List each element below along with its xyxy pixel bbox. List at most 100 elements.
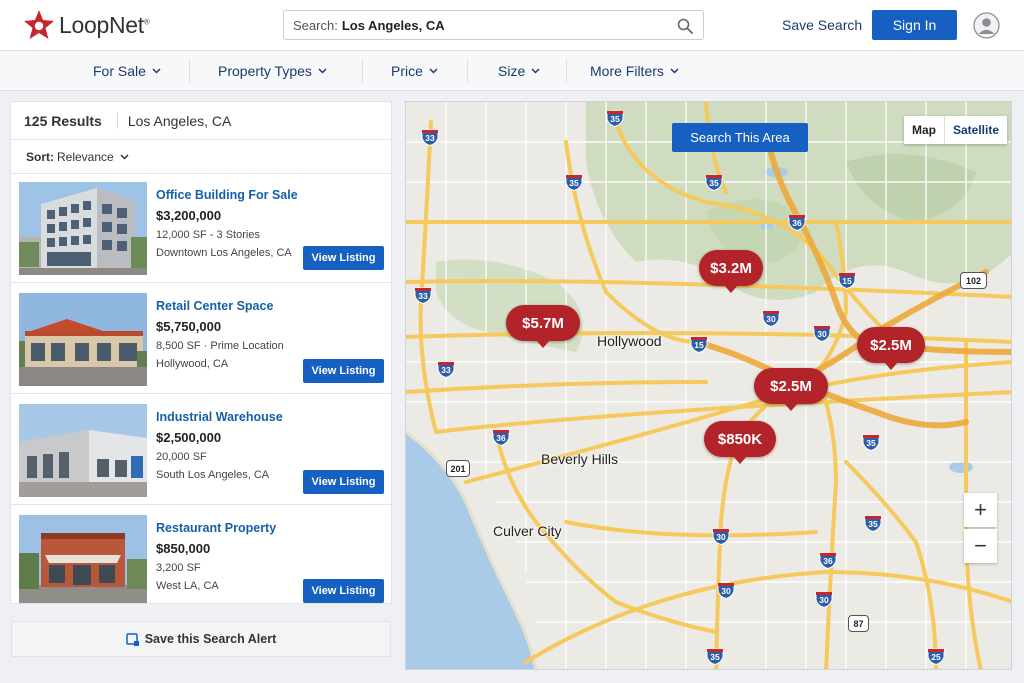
results-panel: 125 Results Los Angeles, CA Sort: Releva… [10, 101, 392, 604]
listing-title[interactable]: Office Building For Sale [156, 188, 298, 202]
search-icon[interactable] [677, 18, 693, 34]
highway-shield-icon [421, 129, 439, 146]
price-pin[interactable]: $3.2M [699, 250, 763, 293]
listing-title[interactable]: Restaurant Property [156, 521, 277, 535]
divider [566, 59, 567, 83]
listing-location: Downtown Los Angeles, CA [156, 247, 292, 259]
state-route-shield: 87 [848, 615, 869, 632]
map-type-map[interactable]: Map [904, 116, 945, 144]
sign-in-button[interactable]: Sign In [872, 10, 957, 40]
map-type-satellite[interactable]: Satellite [953, 123, 1000, 137]
results-summary: 125 Results Los Angeles, CA [11, 102, 391, 140]
user-avatar-icon[interactable] [973, 12, 1000, 39]
search-this-area-button[interactable]: Search This Area [672, 123, 808, 152]
retail-center-photo [19, 293, 147, 386]
highway-number: 30 [817, 329, 827, 339]
filter-label: For Sale [93, 63, 146, 79]
highway-shield-icon [762, 310, 780, 327]
highway-shield-icon [706, 648, 724, 665]
price-pin[interactable]: $850K [704, 421, 776, 464]
highway-number: 33 [425, 133, 435, 143]
listing-price: $2,500,000 [156, 430, 222, 445]
save-search-link[interactable]: Save Search [782, 17, 863, 33]
listing-price: $5,750,000 [156, 319, 222, 334]
office-building-photo [19, 182, 147, 275]
results-count: 125 Results [24, 112, 102, 129]
sort-value: Relevance [57, 149, 114, 164]
chevron-down-icon [120, 153, 129, 160]
place-label-culver-city: Culver City [493, 523, 562, 539]
logo-star-icon [24, 10, 54, 39]
view-listing-button[interactable]: View Listing [303, 359, 384, 383]
listing-title[interactable]: Retail Center Space [156, 299, 274, 313]
filter-price[interactable]: Price [391, 51, 438, 91]
highway-number: 35 [866, 438, 876, 448]
listing-card[interactable]: Restaurant Property $850,000 3,200 SF We… [11, 507, 391, 604]
price-pin[interactable]: $5.7M [506, 305, 580, 348]
chevron-down-icon [318, 68, 327, 74]
highway-number: 30 [819, 595, 829, 605]
highway-shield-icon [838, 272, 856, 289]
price-pin[interactable]: $2.5M [754, 368, 828, 411]
place-label-beverly-hills: Beverly Hills [541, 451, 619, 467]
highway-shield-icon [492, 429, 510, 446]
chevron-down-icon [429, 68, 438, 74]
filter-label: Price [391, 63, 423, 79]
highway-shield-icon [864, 515, 882, 532]
chevron-down-icon [152, 68, 161, 74]
highway-shield-icon [606, 110, 624, 127]
filter-bar: For Sale Property Types Price Size More … [0, 51, 1024, 91]
highway-shield-icon [437, 361, 455, 378]
filter-for-sale[interactable]: For Sale [93, 51, 161, 91]
listing-location: West LA, CA [156, 580, 219, 592]
save-search-alert-button[interactable]: Save this Search Alert [11, 621, 391, 657]
filter-more[interactable]: More Filters [590, 51, 679, 91]
highway-number: 35 [569, 178, 579, 188]
industrial-warehouse-photo [19, 404, 147, 497]
highway-shield-icon [862, 434, 880, 451]
price-pin[interactable]: $2.5M [857, 327, 925, 370]
highway-shield-icon [788, 214, 806, 231]
listing-size: 3,200 SF [156, 562, 201, 574]
listing-card[interactable]: Retail Center Space $5,750,000 8,500 SF … [11, 285, 391, 394]
state-route-shield: 201 [446, 460, 470, 477]
highway-number: 30 [721, 586, 731, 596]
view-listing-button[interactable]: View Listing [303, 579, 384, 603]
listing-price: $850,000 [156, 541, 211, 556]
highway-shield-icon [813, 325, 831, 342]
view-listing-button[interactable]: View Listing [303, 246, 384, 270]
sort-label: Sort: [26, 149, 54, 164]
listing-location: Hollywood, CA [156, 358, 229, 370]
listing-card[interactable]: Industrial Warehouse $2,500,000 20,000 S… [11, 396, 391, 505]
divider [189, 59, 190, 83]
sort-dropdown[interactable]: Sort: Relevance [11, 140, 391, 174]
listing-price: $3,200,000 [156, 208, 222, 223]
zoom-in-button[interactable]: + [964, 493, 997, 527]
highway-shield-icon [815, 591, 833, 608]
highway-shield-icon [705, 174, 723, 191]
divider [467, 59, 468, 83]
highway-shield-icon [717, 582, 735, 599]
filter-size[interactable]: Size [498, 51, 540, 91]
filter-label: More Filters [590, 63, 664, 79]
chevron-down-icon [670, 68, 679, 74]
search-prefix: Search: [293, 17, 338, 33]
listing-title[interactable]: Industrial Warehouse [156, 410, 283, 424]
highway-shield-icon [712, 528, 730, 545]
filter-property-types[interactable]: Property Types [218, 51, 327, 91]
highway-number: 15 [694, 340, 704, 350]
location-search-input[interactable]: Search: Los Angeles, CA [283, 10, 704, 40]
logo-text: LoopNet® [59, 11, 150, 38]
map-view[interactable]: 35 33 35 35 36 15 102 33 30 30 15 33 36 … [405, 101, 1012, 670]
highway-number: 33 [418, 291, 428, 301]
loopnet-logo[interactable]: LoopNet® [23, 9, 150, 41]
save-search-alert-label: Save this Search Alert [144, 632, 277, 646]
divider [362, 59, 363, 83]
highway-shield-icon [927, 648, 945, 665]
highway-number: 36 [823, 556, 833, 566]
zoom-out-button[interactable]: − [964, 529, 997, 563]
view-listing-button[interactable]: View Listing [303, 470, 384, 494]
listing-card[interactable]: Office Building For Sale $3,200,000 12,0… [11, 174, 391, 283]
filter-label: Property Types [218, 63, 312, 79]
state-route-shield: 102 [960, 272, 987, 289]
